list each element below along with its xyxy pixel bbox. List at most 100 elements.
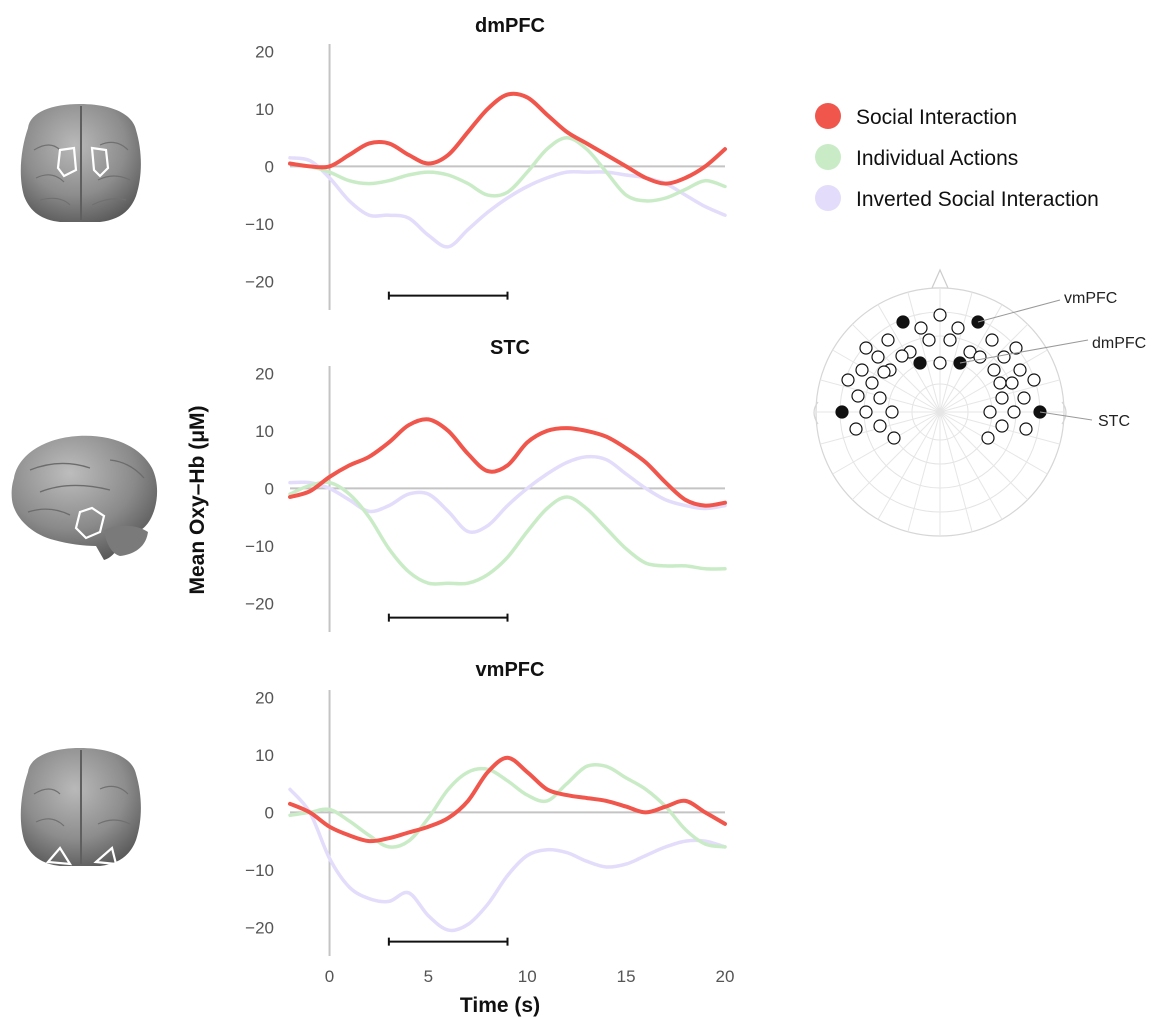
optode xyxy=(933,356,947,370)
optode xyxy=(1017,391,1031,405)
brain-front-view-icon xyxy=(20,104,141,222)
y-axis-title: Mean Oxy–Hb (μM) xyxy=(186,405,209,594)
legend-label-individual-actions: Individual Actions xyxy=(856,147,1018,170)
optode xyxy=(859,341,873,355)
optode xyxy=(877,365,891,379)
nose-marker xyxy=(931,268,949,289)
panel-title-dmpfc: dmPFC xyxy=(475,15,545,37)
panel-vmpfc: vmPFC 20 10 0 −10 −20 0 5 10 15 20 xyxy=(245,659,734,986)
y-tick-label-vmpfc: −20 xyxy=(245,918,274,937)
optode xyxy=(973,350,987,364)
optode xyxy=(922,333,936,347)
optode xyxy=(995,419,1009,433)
optode xyxy=(887,431,901,445)
optode xyxy=(873,391,887,405)
series-line-individual-actions-dmpfc xyxy=(288,135,727,203)
legend-swatch-inverted-social-interaction xyxy=(815,185,841,211)
panel-title-vmpfc: vmPFC xyxy=(476,659,545,681)
optode xyxy=(851,389,865,403)
series-line-inverted-social-interaction-vmpfc xyxy=(288,787,727,933)
optode xyxy=(1027,373,1041,387)
optode xyxy=(841,373,855,387)
y-tick-label-dmpfc: 20 xyxy=(255,42,274,61)
optode xyxy=(983,405,997,419)
x-tick-label-vmpfc: 15 xyxy=(617,967,636,986)
optode xyxy=(871,350,885,364)
optode xyxy=(1007,405,1021,419)
y-tick-label-vmpfc: 10 xyxy=(255,746,274,765)
optode xyxy=(881,333,895,347)
optode-selected xyxy=(896,315,910,329)
significance-bar-dmpfc xyxy=(387,291,509,300)
x-tick-label-vmpfc: 5 xyxy=(424,967,433,986)
legend-label-social-interaction: Social Interaction xyxy=(856,106,1017,129)
brain-front-view-lower-icon xyxy=(20,748,141,866)
optode xyxy=(1009,341,1023,355)
x-tick-label-vmpfc: 0 xyxy=(325,967,334,986)
legend: Social Interaction Individual Actions In… xyxy=(815,103,1099,211)
optode xyxy=(873,419,887,433)
optode xyxy=(951,321,965,335)
optode xyxy=(943,333,957,347)
y-tick-label-stc: 20 xyxy=(255,364,274,383)
optode xyxy=(1013,363,1027,377)
optode xyxy=(855,363,869,377)
optode xyxy=(849,422,863,436)
line-panels: dmPFC 20 10 0 −10 −20 STC 20 10 0 −10 −20 vmPFC 20 10 0… xyxy=(245,15,734,986)
optode xyxy=(885,405,899,419)
legend-swatch-social-interaction xyxy=(815,103,841,129)
y-tick-label-vmpfc: −10 xyxy=(245,861,274,880)
optode xyxy=(993,376,1007,390)
leader-line-stc xyxy=(1039,411,1093,421)
optode xyxy=(987,363,1001,377)
panel-dmpfc: dmPFC 20 10 0 −10 −20 xyxy=(245,15,727,310)
brain-side-view-icon xyxy=(11,435,158,560)
optode xyxy=(995,391,1009,405)
series-line-individual-actions-stc xyxy=(288,480,727,586)
y-tick-label-stc: −20 xyxy=(245,594,274,613)
series-line-social-interaction-vmpfc xyxy=(288,755,727,844)
optode xyxy=(1005,376,1019,390)
map-label-vmpfc: vmPFC xyxy=(1064,290,1117,307)
significance-bar-vmpfc xyxy=(387,937,509,946)
series-line-inverted-social-interaction-dmpfc xyxy=(288,156,727,249)
panel-stc: STC 20 10 0 −10 −20 xyxy=(245,337,727,632)
optode-array xyxy=(835,308,1047,445)
optode-selected xyxy=(913,356,927,370)
y-tick-label-vmpfc: 20 xyxy=(255,688,274,707)
x-axis-title: Time (s) xyxy=(460,994,540,1017)
x-tick-label-vmpfc: 20 xyxy=(716,967,735,986)
map-label-dmpfc: dmPFC xyxy=(1092,335,1146,352)
optode xyxy=(859,405,873,419)
x-tick-label-vmpfc: 10 xyxy=(518,967,537,986)
leader-line-dmpfc xyxy=(959,339,1089,364)
series-line-social-interaction-stc xyxy=(288,417,727,508)
y-tick-label-dmpfc: −10 xyxy=(245,215,274,234)
y-tick-label-dmpfc: 10 xyxy=(255,100,274,119)
series-line-social-interaction-dmpfc xyxy=(288,91,727,186)
significance-bar-stc xyxy=(387,613,509,622)
optode xyxy=(1019,422,1033,436)
optode xyxy=(933,308,947,322)
optode xyxy=(985,333,999,347)
y-tick-label-stc: −10 xyxy=(245,537,274,556)
y-tick-label-vmpfc: 0 xyxy=(265,803,274,822)
optode xyxy=(895,349,909,363)
leader-line-vmpfc xyxy=(977,299,1061,323)
optode xyxy=(865,376,879,390)
y-tick-label-dmpfc: 0 xyxy=(265,157,274,176)
legend-swatch-individual-actions xyxy=(815,144,841,170)
electrode-map: vmPFC dmPFC STC xyxy=(813,268,1146,537)
panel-title-stc: STC xyxy=(490,337,530,359)
series-line-individual-actions-vmpfc xyxy=(288,762,727,849)
legend-label-inverted-social-interaction: Inverted Social Interaction xyxy=(856,188,1099,211)
head-grid xyxy=(813,287,1067,537)
map-label-stc: STC xyxy=(1098,413,1130,430)
series-line-inverted-social-interaction-stc xyxy=(288,454,727,534)
optode-selected xyxy=(835,405,849,419)
y-tick-label-dmpfc: −20 xyxy=(245,272,274,291)
y-tick-label-stc: 0 xyxy=(265,479,274,498)
y-tick-label-stc: 10 xyxy=(255,422,274,441)
optode xyxy=(997,350,1011,364)
